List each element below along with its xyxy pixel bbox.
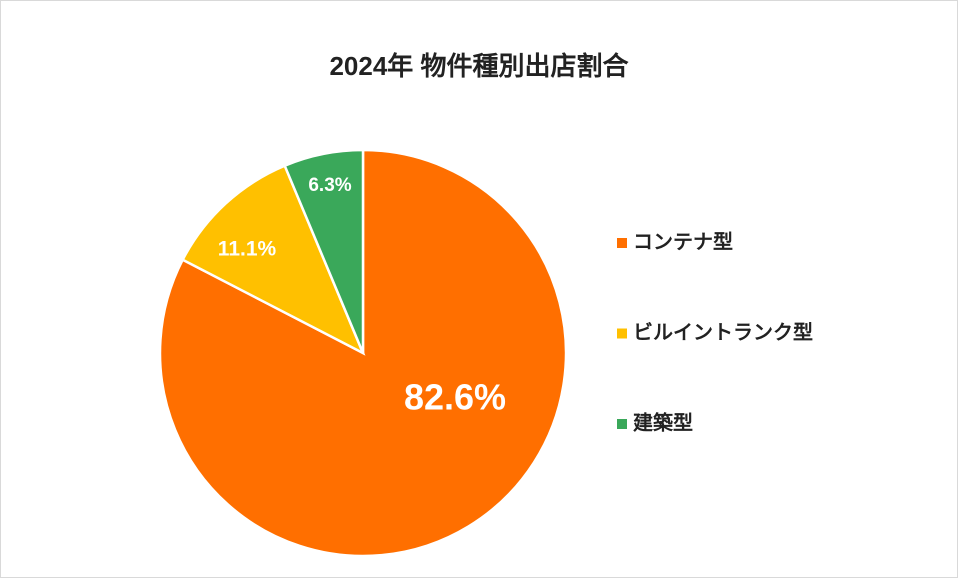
legend-label: ビルイントランク型	[633, 321, 813, 344]
legend-marker	[617, 419, 627, 429]
legend-marker	[617, 238, 627, 248]
pie-slice	[181, 164, 366, 356]
data-label: 6.3%	[308, 175, 351, 196]
pie-slice	[283, 148, 365, 354]
data-label: 11.1%	[218, 238, 277, 261]
legend-marker	[617, 328, 627, 339]
legend-label: コンテナ型	[633, 230, 733, 253]
legend-label: 建築型	[633, 410, 693, 434]
chart-title: 2024年 物件種別出店割合	[329, 51, 629, 81]
data-label: 82.6%	[404, 377, 506, 418]
